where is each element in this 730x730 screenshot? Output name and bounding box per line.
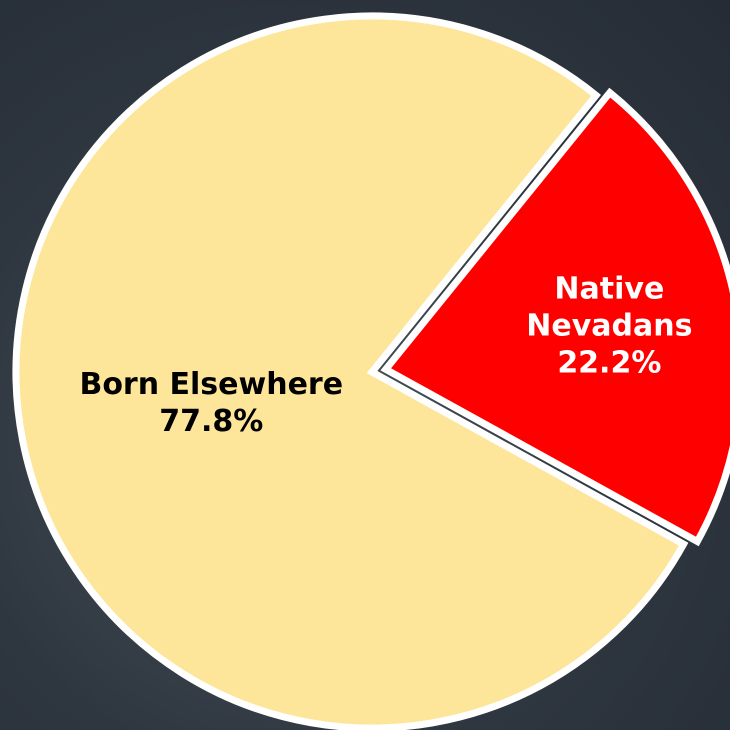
category-label: Born Elsewhere [79, 367, 344, 403]
slice-label: Native Nevadans 22.2% [509, 270, 709, 381]
category-label: Native Nevadans [526, 271, 693, 344]
value-label: 77.8% [159, 404, 264, 440]
slice-label: Born Elsewhere 77.8% [51, 366, 371, 440]
pie-slice [380, 87, 730, 547]
pie-slice [12, 12, 689, 730]
value-label: 22.2% [557, 345, 662, 381]
